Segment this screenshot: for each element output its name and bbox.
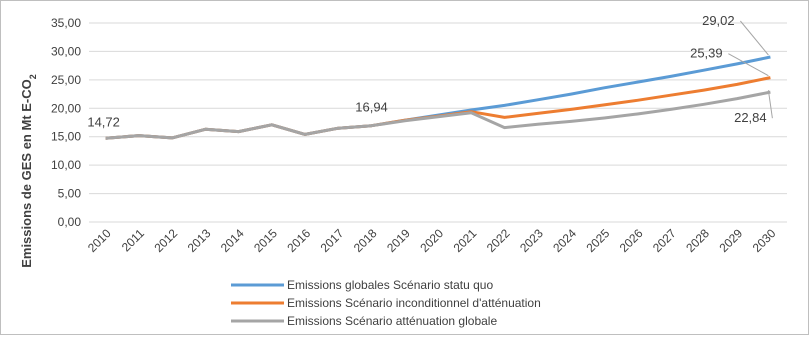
y-axis-ticks: 0,00 5,00 10,00 15,00 20,00 25,00 30,00 35,00 [51, 16, 81, 229]
leader-line [739, 20, 769, 56]
legend: Emissions globales Scénario statu quo Emi… [231, 278, 541, 328]
x-tick-label: 2018 [351, 226, 380, 255]
x-tick-label: 2014 [218, 226, 247, 255]
legend-entry-2: Emissions Scénario atténuation globale [287, 314, 497, 328]
data-label: 16,94 [355, 100, 388, 115]
x-tick-label: 2028 [683, 226, 712, 255]
x-tick-label: 2024 [550, 226, 579, 255]
x-tick-label: 2017 [318, 226, 347, 255]
series-lines [105, 55, 771, 140]
leader-line [767, 90, 773, 119]
y-tick-label: 30,00 [51, 44, 81, 58]
x-tick-label: 2030 [750, 226, 779, 255]
x-tick-label: 2011 [119, 226, 147, 254]
y-tick-label: 0,00 [58, 215, 82, 229]
x-tick-label: 2020 [417, 226, 446, 255]
x-tick-label: 2023 [517, 226, 546, 255]
y-tick-label: 15,00 [51, 130, 81, 144]
x-tick-label: 2029 [716, 226, 745, 255]
y-axis-label: Emissions de GES en Mt E-CO2 [19, 74, 38, 268]
y-tick-label: 35,00 [51, 16, 81, 30]
y-tick-label: 5,00 [58, 187, 82, 201]
y-tick-label: 10,00 [51, 158, 81, 172]
y-tick-label: 25,00 [51, 73, 81, 87]
x-tick-label: 2027 [650, 226, 679, 255]
y-tick-label: 20,00 [51, 101, 81, 115]
series-line-0 [105, 55, 771, 140]
data-labels: 14,72 16,94 29,02 25,39 22,84 [87, 13, 773, 129]
x-tick-label: 2012 [151, 226, 180, 255]
x-tick-label: 2015 [251, 226, 280, 255]
y-axis-label-subscript: 2 [28, 74, 38, 79]
data-label: 22,84 [734, 110, 767, 125]
gridlines [89, 22, 787, 223]
x-tick-label: 2022 [484, 226, 513, 255]
legend-entry-1: Emissions Scénario inconditionnel d'atté… [287, 296, 541, 310]
x-tick-label: 2013 [185, 226, 214, 255]
leader-line [728, 53, 769, 77]
x-axis-ticks: 2010 2011 2012 2013 2014 2015 2016 2017 2018 2019… [85, 226, 779, 255]
data-label: 25,39 [690, 46, 723, 61]
x-tick-label: 2025 [584, 226, 613, 255]
x-tick-label: 2010 [85, 226, 114, 255]
legend-entry-0: Emissions globales Scénario statu quo [287, 278, 493, 292]
y-axis-label-main: Emissions de GES en Mt E-CO [19, 79, 34, 268]
series-line-2 [105, 90, 771, 140]
data-label: 29,02 [702, 13, 735, 28]
x-tick-label: 2021 [451, 226, 480, 255]
x-tick-label: 2019 [384, 226, 413, 255]
x-tick-label: 2016 [284, 226, 313, 255]
x-tick-label: 2026 [617, 226, 646, 255]
data-label: 14,72 [87, 114, 120, 129]
